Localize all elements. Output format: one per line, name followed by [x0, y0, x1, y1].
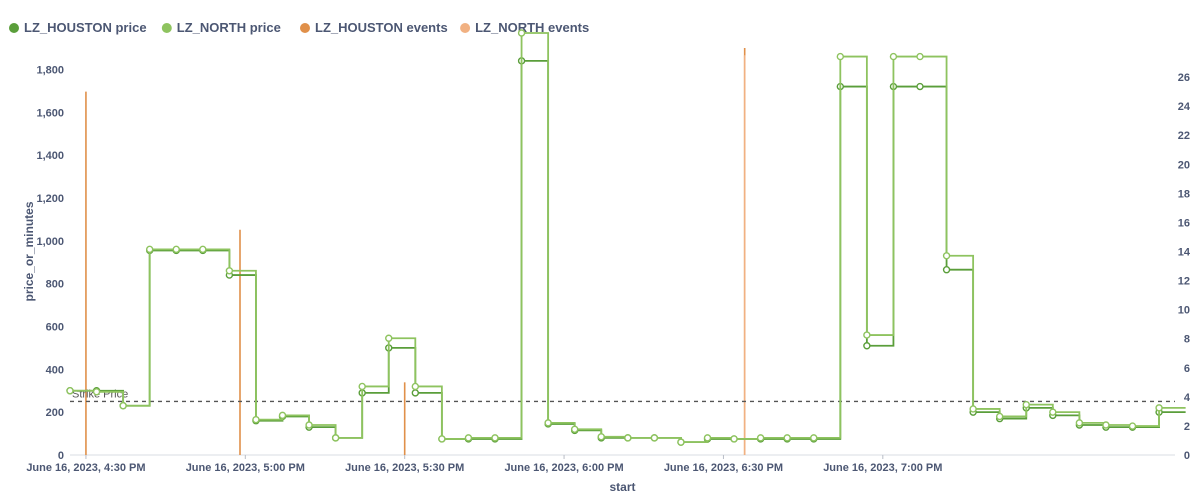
x-tick-0: June 16, 2023, 4:30 PM [26, 462, 145, 474]
x-tick-3: June 16, 2023, 6:00 PM [504, 462, 623, 474]
data-point-0-13[interactable] [411, 389, 420, 397]
y-left-tick-8: 1,600 [36, 107, 64, 119]
data-point-1-39[interactable] [1102, 421, 1110, 429]
data-point-0-32[interactable] [916, 82, 924, 91]
data-point-1-34[interactable] [969, 405, 977, 413]
data-point-1-16[interactable] [491, 434, 499, 442]
data-point-1-40[interactable] [1128, 422, 1137, 430]
x-tick-5: June 16, 2023, 7:00 PM [823, 462, 942, 474]
data-point-1-37[interactable] [1049, 408, 1057, 416]
data-point-0-30[interactable] [863, 342, 871, 350]
data-point-1-1[interactable] [92, 388, 101, 396]
y-left-tick-5: 1,000 [36, 236, 64, 248]
y-axis-title: price_or_minutes [22, 201, 36, 301]
x-axis-title: start [609, 480, 635, 494]
legend-swatch-3[interactable] [460, 23, 471, 33]
y-right-tick-10: 20 [1178, 159, 1190, 171]
data-point-1-12[interactable] [385, 334, 393, 342]
data-point-1-36[interactable] [1022, 400, 1030, 409]
y-right-tick-3: 6 [1184, 363, 1190, 375]
data-point-1-15[interactable] [464, 434, 473, 442]
data-point-1-19[interactable] [570, 425, 579, 433]
data-point-1-6[interactable] [225, 267, 234, 275]
data-point-1-17[interactable] [517, 29, 526, 37]
y-left-tick-4: 800 [46, 279, 64, 291]
y-right-tick-12: 24 [1178, 101, 1191, 113]
data-point-1-33[interactable] [942, 252, 951, 260]
data-point-1-32[interactable] [916, 52, 924, 61]
data-point-1-2[interactable] [119, 402, 127, 410]
data-point-1-28[interactable] [810, 434, 818, 442]
data-point-1-30[interactable] [863, 331, 871, 339]
x-tick-2: June 16, 2023, 5:30 PM [345, 462, 464, 474]
y-right-tick-4: 8 [1184, 334, 1190, 346]
data-point-0-33[interactable] [942, 266, 951, 274]
data-point-1-22[interactable] [650, 434, 659, 442]
data-point-1-20[interactable] [597, 433, 605, 441]
data-point-1-4[interactable] [172, 245, 180, 254]
y-right-tick-1: 2 [1184, 421, 1190, 433]
legend-label-1[interactable]: LZ_NORTH price [177, 20, 281, 35]
y-left-tick-0: 0 [58, 450, 64, 462]
data-point-1-38[interactable] [1075, 419, 1084, 427]
y-right-tick-7: 14 [1178, 247, 1191, 259]
data-point-1-41[interactable] [1155, 404, 1163, 412]
data-point-1-24[interactable] [703, 434, 712, 442]
data-point-1-25[interactable] [730, 435, 738, 443]
x-tick-1: June 16, 2023, 5:00 PM [186, 462, 305, 474]
data-point-1-31[interactable] [889, 52, 898, 61]
legend-label-2[interactable]: LZ_HOUSTON events [315, 20, 448, 35]
y-right-tick-2: 4 [1184, 392, 1191, 404]
data-point-1-27[interactable] [783, 434, 791, 442]
legend-swatch-0[interactable] [9, 23, 19, 33]
data-point-1-21[interactable] [624, 434, 632, 442]
data-point-1-11[interactable] [358, 382, 366, 391]
y-left-tick-9: 1,800 [36, 64, 64, 76]
series-line-1[interactable] [70, 32, 1186, 444]
data-point-1-9[interactable] [305, 421, 313, 429]
y-right-tick-8: 16 [1178, 217, 1190, 229]
y-right-tick-11: 22 [1178, 130, 1190, 142]
data-point-1-5[interactable] [199, 245, 207, 254]
data-point-1-10[interactable] [331, 434, 340, 442]
y-right-tick-9: 18 [1178, 188, 1190, 200]
y-left-tick-6: 1,200 [36, 193, 64, 205]
legend-swatch-1[interactable] [161, 23, 172, 33]
y-left-tick-3: 600 [46, 321, 64, 333]
data-point-1-29[interactable] [836, 52, 845, 61]
data-point-1-3[interactable] [145, 245, 154, 254]
data-point-1-35[interactable] [995, 412, 1004, 421]
legend-swatch-2[interactable] [300, 23, 310, 33]
series-line-0[interactable] [70, 59, 1186, 444]
y-right-tick-5: 10 [1178, 305, 1190, 317]
x-tick-4: June 16, 2023, 6:30 PM [664, 462, 783, 474]
data-point-1-13[interactable] [411, 382, 420, 391]
data-point-1-18[interactable] [544, 419, 552, 427]
y-right-tick-0: 0 [1184, 450, 1190, 462]
data-point-1-26[interactable] [756, 434, 765, 442]
legend-label-3[interactable]: LZ_NORTH events [475, 20, 589, 35]
y-left-tick-1: 200 [46, 407, 64, 419]
y-left-tick-7: 1,400 [36, 150, 64, 162]
data-point-1-0[interactable] [66, 387, 74, 395]
y-right-tick-6: 12 [1178, 276, 1190, 288]
data-point-1-8[interactable] [278, 411, 287, 420]
data-point-1-7[interactable] [252, 415, 260, 424]
y-right-tick-13: 26 [1178, 72, 1190, 84]
legend-label-0[interactable]: LZ_HOUSTON price [24, 20, 147, 35]
data-point-1-14[interactable] [438, 435, 446, 443]
y-left-tick-2: 400 [46, 364, 64, 376]
data-point-1-23[interactable] [677, 438, 685, 446]
